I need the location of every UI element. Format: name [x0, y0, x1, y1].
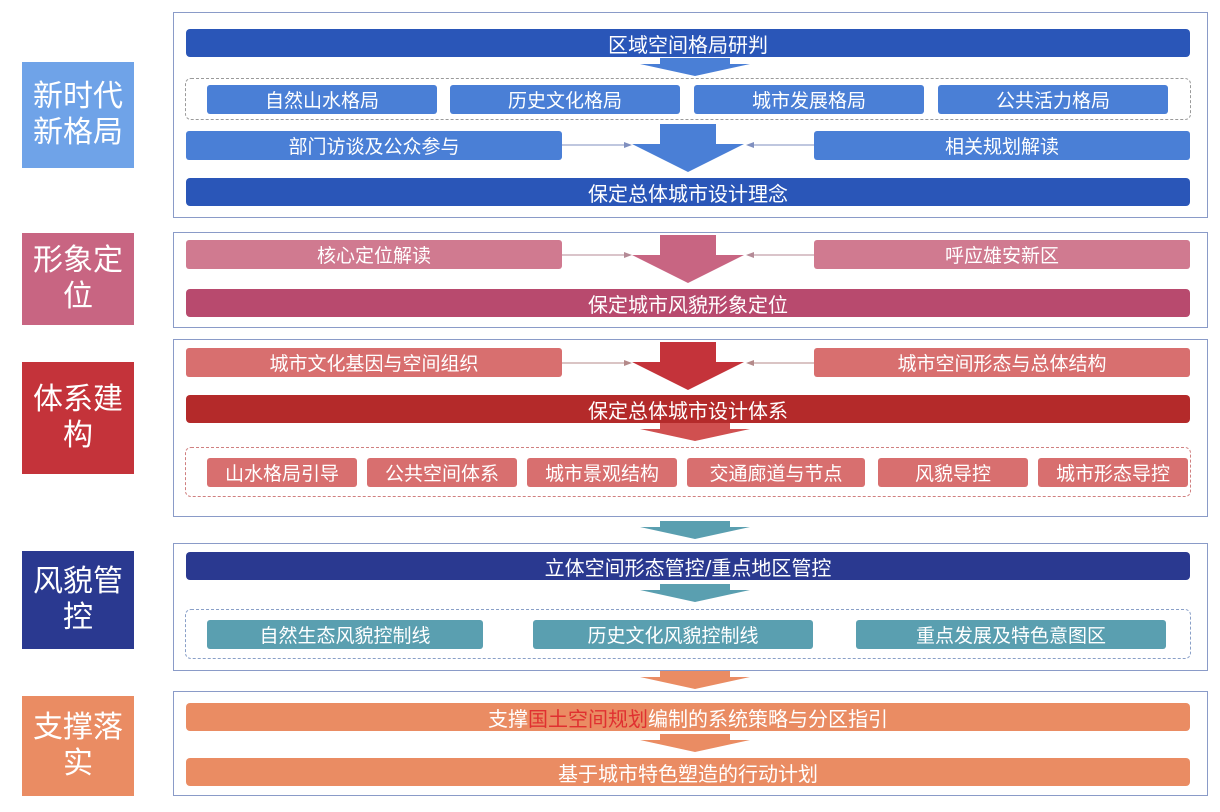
system-pill-style-guidance: 风貌导控	[878, 458, 1028, 487]
connector-arrow-icon	[562, 142, 632, 148]
bar-text: 保定总体城市设计体系	[588, 398, 788, 423]
down-arrow-icon	[632, 342, 744, 390]
connector-arrow-icon	[562, 252, 632, 258]
spatial-control-bar: 立体空间形态管控/重点地区管控	[186, 552, 1190, 580]
control-line-group	[185, 609, 1191, 659]
bar-text: 立体空间形态管控/重点地区管控	[544, 555, 832, 580]
down-arrow-icon	[640, 423, 750, 441]
spatial-form-bar: 城市空间形态与总体结构	[814, 348, 1190, 377]
pattern-pill-natural: 自然山水格局	[207, 85, 437, 114]
stage-label-system-construction: 体系建构	[22, 362, 134, 474]
pill-text: 自然生态风貌控制线	[259, 625, 431, 647]
stage-label-image-positioning: 形象定位	[22, 233, 134, 325]
pattern-group	[185, 78, 1191, 120]
planning-reading-bar: 相关规划解读	[814, 131, 1190, 160]
pill-text: 历史文化风貌控制线	[587, 625, 759, 647]
cultural-gene-bar: 城市文化基因与空间组织	[186, 348, 562, 377]
pill-text: 公共活力格局	[995, 90, 1110, 112]
stage-label-implementation: 支撑落实	[22, 696, 134, 796]
pill-text: 风貌导控	[914, 463, 991, 485]
pattern-pill-urban: 城市发展格局	[694, 85, 924, 114]
highlight-text: 国土空间规划	[528, 706, 648, 731]
pill-text: 历史文化格局	[507, 90, 622, 112]
bar-text: 支撑国土空间规划编制的系统策略与分区指引	[488, 703, 888, 732]
stage-label-text: 形象定位	[33, 243, 123, 314]
pattern-pill-history: 历史文化格局	[450, 85, 680, 114]
design-concept-bar: 保定总体城市设计理念	[186, 178, 1190, 206]
design-system-bar: 保定总体城市设计体系	[186, 395, 1190, 423]
down-arrow-icon	[640, 734, 750, 752]
pill-text: 自然山水格局	[264, 90, 379, 112]
pill-text: 部门访谈及公众参与	[288, 136, 460, 158]
pill-text: 城市文化基因与空间组织	[269, 353, 479, 375]
text-prefix: 支撑	[488, 706, 528, 731]
bar-text: 区域空间格局研判	[608, 32, 768, 57]
stage-label-text: 体系建构	[33, 382, 123, 453]
down-arrow-icon	[640, 584, 750, 602]
pill-text: 城市形态导控	[1055, 463, 1170, 485]
connector-arrow-icon	[746, 252, 814, 258]
down-arrow-icon	[640, 58, 750, 76]
system-pill-traffic: 交通廊道与节点	[687, 458, 865, 487]
system-pill-public-space: 公共空间体系	[367, 458, 517, 487]
control-pill-key-areas: 重点发展及特色意图区	[856, 620, 1166, 649]
down-arrow-icon	[640, 671, 750, 689]
interview-bar: 部门访谈及公众参与	[186, 131, 562, 160]
pill-text: 城市发展格局	[751, 90, 866, 112]
down-arrow-icon	[640, 521, 750, 539]
down-arrow-icon	[632, 235, 744, 283]
pill-text: 公共空间体系	[384, 463, 499, 485]
pill-text: 交通廊道与节点	[709, 463, 843, 485]
pill-text: 核心定位解读	[316, 245, 431, 267]
connector-arrow-icon	[562, 360, 632, 366]
image-positioning-bar: 保定城市风貌形象定位	[186, 289, 1190, 317]
pill-text: 相关规划解读	[944, 136, 1059, 158]
bar-text: 保定总体城市设计理念	[588, 181, 788, 206]
bar-text: 基于城市特色塑造的行动计划	[558, 761, 818, 786]
control-pill-history: 历史文化风貌控制线	[533, 620, 813, 649]
connector-arrow-icon	[746, 360, 814, 366]
xiongan-response-bar: 呼应雄安新区	[814, 240, 1190, 269]
system-pill-landscape: 山水格局引导	[207, 458, 357, 487]
stage-label-text: 风貌管控	[33, 564, 123, 635]
down-arrow-icon	[632, 124, 744, 172]
pill-text: 重点发展及特色意图区	[915, 625, 1106, 647]
stage-label-text: 支撑落实	[33, 710, 123, 781]
bar-text: 保定城市风貌形象定位	[588, 292, 788, 317]
pill-text: 城市景观结构	[544, 463, 659, 485]
pill-text: 呼应雄安新区	[944, 245, 1059, 267]
text-suffix: 编制的系统策略与分区指引	[648, 706, 888, 731]
system-group	[185, 447, 1191, 497]
stage-label-style-control: 风貌管控	[22, 551, 134, 649]
pill-text: 山水格局引导	[224, 463, 339, 485]
control-pill-ecology: 自然生态风貌控制线	[207, 620, 483, 649]
territorial-planning-bar: 支撑国土空间规划编制的系统策略与分区指引	[186, 703, 1190, 731]
system-pill-urban-form: 城市形态导控	[1038, 458, 1188, 487]
stage-label-text: 新时代新格局	[33, 79, 123, 150]
action-plan-bar: 基于城市特色塑造的行动计划	[186, 758, 1190, 786]
stage-label-new-era: 新时代新格局	[22, 62, 134, 168]
pill-text: 城市空间形态与总体结构	[897, 353, 1107, 375]
system-pill-landscape-structure: 城市景观结构	[527, 458, 677, 487]
core-positioning-bar: 核心定位解读	[186, 240, 562, 269]
pattern-pill-vitality: 公共活力格局	[938, 85, 1168, 114]
regional-pattern-bar: 区域空间格局研判	[186, 29, 1190, 57]
connector-arrow-icon	[746, 142, 814, 148]
